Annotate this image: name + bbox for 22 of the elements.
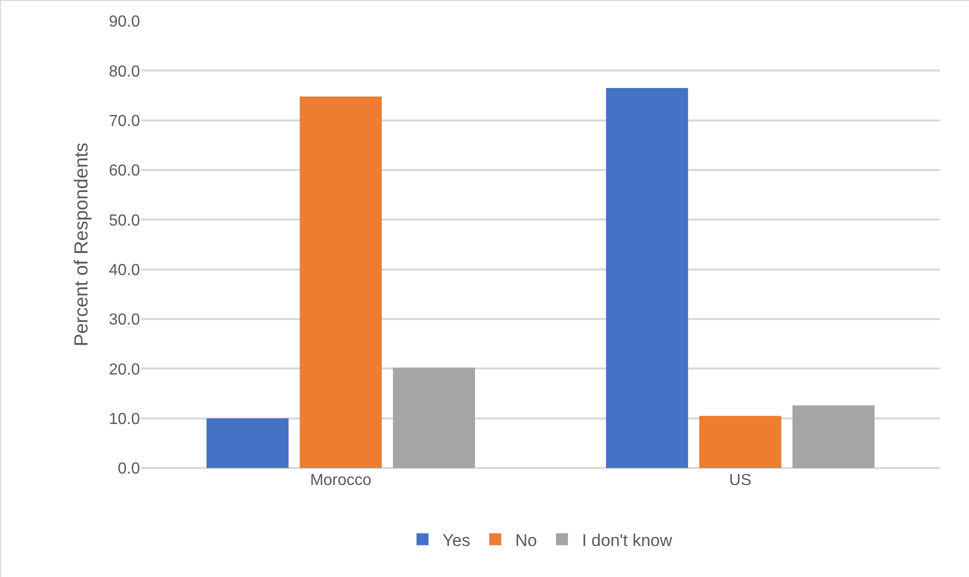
- y-tick-label: 20.0: [108, 361, 140, 378]
- bar: [699, 416, 782, 468]
- y-tick-label: 0.0: [118, 460, 140, 478]
- bar: [606, 88, 688, 468]
- legend-label: I don't know: [582, 530, 673, 550]
- y-tick-label: 30.0: [108, 312, 140, 329]
- y-tick-label: 40.0: [108, 262, 140, 279]
- y-tick-label: 10.0: [108, 410, 140, 428]
- y-tick-label: 60.0: [108, 162, 140, 180]
- y-axis-title: Percent of Respondents: [72, 142, 93, 346]
- y-tick-label: 70.0: [108, 112, 140, 130]
- y-tick-label: 80.0: [108, 63, 140, 80]
- x-tick-label: Morocco: [310, 472, 372, 489]
- y-tick-label: 50.0: [108, 212, 140, 230]
- bar: [392, 368, 475, 468]
- x-tick-label: US: [729, 472, 752, 489]
- legend-label: No: [515, 530, 537, 550]
- bar: [300, 96, 382, 468]
- y-tick-label: 90.0: [108, 14, 140, 31]
- bar: [206, 418, 289, 468]
- legend-label: Yes: [442, 530, 470, 550]
- bar: [792, 405, 874, 468]
